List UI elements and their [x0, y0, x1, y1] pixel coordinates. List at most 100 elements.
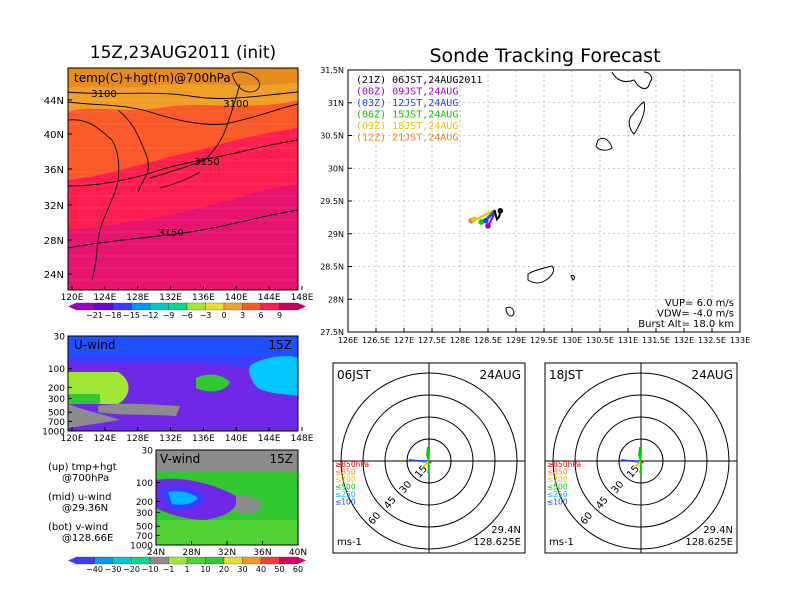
colorbar-tick-label: −21: [86, 311, 103, 320]
pressure-tick-label: 300: [136, 509, 153, 519]
colorbar-swatch: [260, 556, 280, 565]
hodograph-level-label: ≤250: [547, 490, 568, 499]
track-lat-tick-label: 29N: [328, 230, 344, 239]
colorbar-swatch: [149, 556, 169, 565]
track-paths: [468, 208, 504, 229]
map-lat-tick-label: 28N: [44, 236, 64, 247]
colorbar-swatch: [75, 556, 95, 565]
colorbar-tick-label: −12: [142, 311, 159, 320]
colorbar-tick-label: −9: [163, 311, 175, 320]
hodograph-wind-trace: [422, 460, 430, 468]
uwind-label: U-wind: [74, 338, 115, 352]
map-lon-tick-label: 128E: [126, 293, 149, 303]
track-info-line: VDW= -4.0 m/s: [657, 309, 734, 320]
hodograph-wind-trace: [640, 460, 644, 464]
hodograph-lat: 29.4N: [491, 525, 521, 536]
track-lon-tick-label: 126E: [338, 336, 358, 345]
temp-map-frame: [67, 67, 299, 291]
pressure-tick-label: 200: [136, 498, 153, 508]
colorbar-swatch: [223, 556, 243, 565]
colorbar-swatch: [112, 302, 132, 311]
pressure-tick-label: 30: [142, 447, 154, 457]
hodograph-level-label: ≤250: [335, 490, 356, 499]
colorbar-tick-label: 1: [184, 565, 189, 574]
track-endpoint-marker: [482, 217, 489, 224]
track-legend-entry: (06Z) 15JST,24AUG: [356, 110, 458, 121]
vwind-label: V-wind: [160, 452, 200, 466]
pressure-tick-label: 1000: [42, 428, 65, 438]
vwind-lat-tick-label: 32N: [218, 548, 236, 558]
colorbar-tick-label: 50: [274, 565, 284, 574]
track-lon-tick-label: 132E: [674, 336, 694, 345]
track-lon-tick-label: 127.5E: [418, 336, 446, 345]
legend-notes: (up) tmp+hgt @700hPa (mid) u-wind @29.36…: [48, 462, 117, 544]
map-lon-tick-label: 136E: [192, 293, 215, 303]
track-lon-tick-label: 131E: [618, 336, 638, 345]
colorbar-tick-label: −40: [86, 565, 103, 574]
colorbar-swatch: [131, 556, 151, 565]
uwind-lon-tick-label: 144E: [258, 434, 281, 444]
hodograph-wind-trace: [428, 460, 432, 464]
track-lon-tick-label: 133E: [730, 336, 750, 345]
pressure-tick-label: 100: [136, 479, 153, 489]
colorbar-swatch: [168, 556, 188, 565]
pressure-tick-label: 700: [48, 418, 65, 428]
map-lon-tick-label: 144E: [258, 293, 281, 303]
colorbar-swatch: [242, 302, 262, 311]
colorbar-tick-label: −20: [123, 565, 140, 574]
colorbar-swatch: [223, 302, 243, 311]
colorbar-tick-label: 30: [237, 565, 247, 574]
track-lon-tick-label: 129.5E: [530, 336, 558, 345]
hodograph-unit: ms-1: [549, 537, 574, 548]
pressure-tick-label: 100: [48, 365, 65, 375]
map-lat-tick-label: 24N: [44, 270, 64, 281]
note-bot-line1: (bot) v-wind: [48, 522, 108, 533]
track-lon-tick-label: 129E: [506, 336, 526, 345]
track-endpoint-marker: [497, 208, 504, 214]
track-lat-axis: 27.5N 28N 28.5N 29N 29.5N 30N 30.5N 31N 31.5N: [320, 66, 352, 337]
colorbar-swatch: [186, 302, 206, 311]
colorbar-arrow-right: [298, 557, 306, 564]
hodograph-date: 24AUG: [479, 368, 521, 382]
uwind-lon-tick-label: 124E: [93, 434, 116, 444]
colorbar-arrow-left: [68, 303, 76, 310]
track-lon-tick-label: 130.5E: [586, 336, 614, 345]
hodograph-level-label: ≤700: [335, 475, 356, 484]
hodograph-wind-trace: [638, 446, 642, 474]
colorbar-swatch: [186, 556, 206, 565]
track-info-line: Burst Alt= 18.0 km: [638, 319, 734, 330]
track-legend: (21Z) 06JST,24AUG2011(00Z) 09JST,24AUG(0…: [356, 75, 482, 144]
track-legend-entry: (03Z) 12JST,24AUG: [356, 98, 458, 109]
map-lon-tick-label: 140E: [225, 293, 248, 303]
map-lon-tick-label: 148E: [291, 293, 314, 303]
track-lat-tick-label: 28N: [328, 295, 344, 304]
colorbar-tick-label: 60: [293, 565, 303, 574]
hodograph-time: 18JST: [549, 368, 583, 382]
vwind-lat-tick-label: 36N: [253, 548, 271, 558]
hodograph-level-label: ≤500: [335, 483, 356, 492]
hodograph-level-label: ≤700: [547, 475, 568, 484]
temp-colorbar: −21 −18 −15 −12 −9 −6 −3 0 3 6 9: [68, 302, 306, 320]
track-legend-entry: (12Z) 21JST,24AUG: [356, 133, 458, 144]
colorbar-swatch: [75, 302, 95, 311]
hodograph-level-label: ≤100: [335, 498, 356, 507]
contour-label: 3100: [223, 99, 248, 110]
note-mid-line2: @29.36N: [62, 503, 108, 514]
map-lon-tick-label: 120E: [61, 293, 84, 303]
colorbar-tick-label: −3: [200, 311, 212, 320]
contour-label: 3150: [194, 157, 219, 168]
track-lon-tick-label: 128.5E: [474, 336, 502, 345]
colorbar-tick-label: 40: [256, 565, 266, 574]
track-coastlines: [505, 71, 653, 317]
note-up-line2: @700hPa: [62, 473, 109, 484]
track-lon-tick-label: 131.5E: [642, 336, 670, 345]
colorbar-tick-label: −30: [105, 565, 122, 574]
wind-colorbar: −40 −30 −20 −10 −1 1 10 20 30 40 50 60: [68, 556, 306, 574]
uwind-lon-tick-label: 128E: [126, 434, 149, 444]
track-lat-tick-label: 31.5N: [320, 66, 344, 75]
